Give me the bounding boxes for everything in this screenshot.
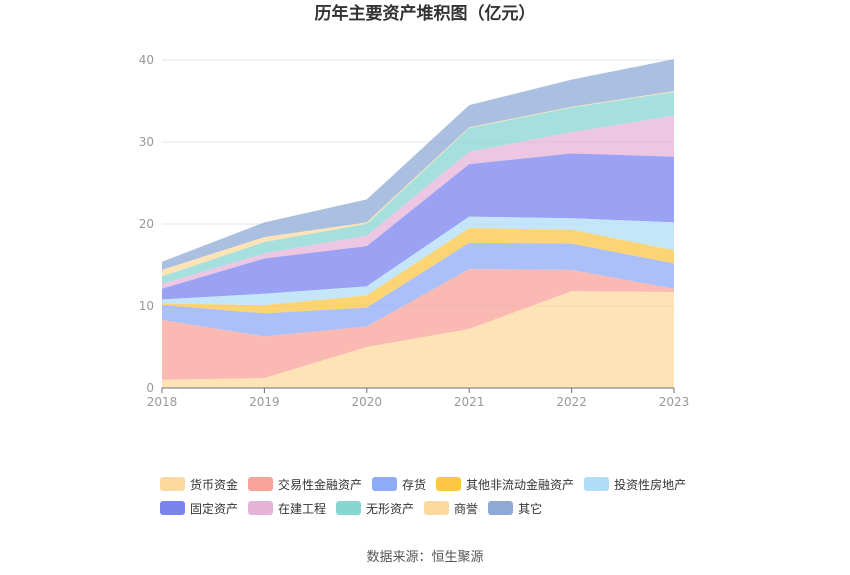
x-tick-label: 2022: [556, 395, 587, 409]
legend-item[interactable]: 无形资产: [336, 500, 414, 517]
y-tick-label: 10: [139, 299, 154, 313]
area-无形资产: [162, 91, 674, 284]
legend-swatch: [160, 477, 185, 491]
legend-item[interactable]: 货币资金: [160, 476, 238, 493]
area-货币资金: [162, 291, 674, 388]
legend-swatch: [424, 501, 450, 515]
legend-item[interactable]: 其他非流动金融资产: [436, 476, 574, 493]
legend-row: 货币资金 交易性金融资产 存货 其他非流动金融资产 投资性房地产: [160, 472, 700, 496]
legend-swatch: [584, 477, 610, 491]
x-tick-label: 2020: [352, 395, 383, 409]
area-商誉: [162, 91, 674, 277]
legend-row: 固定资产 在建工程 无形资产 商誉 其它: [160, 496, 700, 520]
x-tick-label: 2019: [249, 395, 280, 409]
area-存货: [162, 242, 674, 337]
data-source-note: 数据来源：恒生聚源: [366, 550, 484, 565]
legend-swatch: [336, 501, 362, 515]
legend-item[interactable]: 商誉: [424, 500, 478, 517]
area-其他非流动金融资产: [162, 228, 674, 314]
legend-label: 固定资产: [190, 501, 239, 516]
y-tick-label: 20: [139, 217, 154, 231]
y-tick-label: 0: [146, 381, 154, 395]
area-固定资产: [162, 153, 674, 300]
legend-swatch: [160, 501, 185, 515]
area-交易性金融资产: [162, 269, 674, 380]
legend-swatch: [248, 501, 274, 515]
legend-label: 投资性房地产: [614, 477, 687, 492]
x-tick-label: 2021: [454, 395, 485, 409]
area-series: [162, 59, 674, 388]
legend-label: 交易性金融资产: [278, 477, 363, 492]
legend-label: 在建工程: [278, 501, 327, 516]
chart-title: 历年主要资产堆积图（亿元）: [314, 4, 536, 24]
area-其它: [162, 59, 674, 270]
legend-label: 商誉: [454, 501, 479, 516]
legend-item[interactable]: 固定资产: [160, 500, 238, 517]
area-在建工程: [162, 115, 674, 289]
legend-label: 其他非流动金融资产: [466, 477, 575, 492]
legend-item[interactable]: 投资性房地产: [584, 476, 686, 493]
legend: 货币资金 交易性金融资产 存货 其他非流动金融资产 投资性房地产固定资产 在建工程 无形资产…: [160, 472, 700, 520]
x-tick-label: 2018: [147, 395, 178, 409]
legend-item[interactable]: 在建工程: [248, 500, 326, 517]
y-tick-label: 40: [139, 53, 154, 67]
legend-item[interactable]: 存货: [372, 476, 426, 493]
legend-swatch: [488, 501, 514, 515]
legend-item[interactable]: 其它: [488, 500, 542, 517]
legend-label: 存货: [402, 477, 427, 492]
legend-item[interactable]: 交易性金融资产: [248, 476, 362, 493]
x-tick-label: 2023: [659, 395, 690, 409]
legend-label: 货币资金: [190, 477, 239, 492]
legend-swatch: [248, 477, 274, 491]
legend-swatch: [372, 477, 398, 491]
legend-label: 其它: [518, 501, 543, 516]
legend-label: 无形资产: [366, 501, 415, 516]
legend-swatch: [436, 477, 462, 491]
axes: 0 10 20 30 40 2018 2019 2020 2021 2022 2023: [139, 53, 690, 409]
area-投资性房地产: [162, 216, 674, 306]
y-tick-label: 30: [139, 135, 154, 149]
